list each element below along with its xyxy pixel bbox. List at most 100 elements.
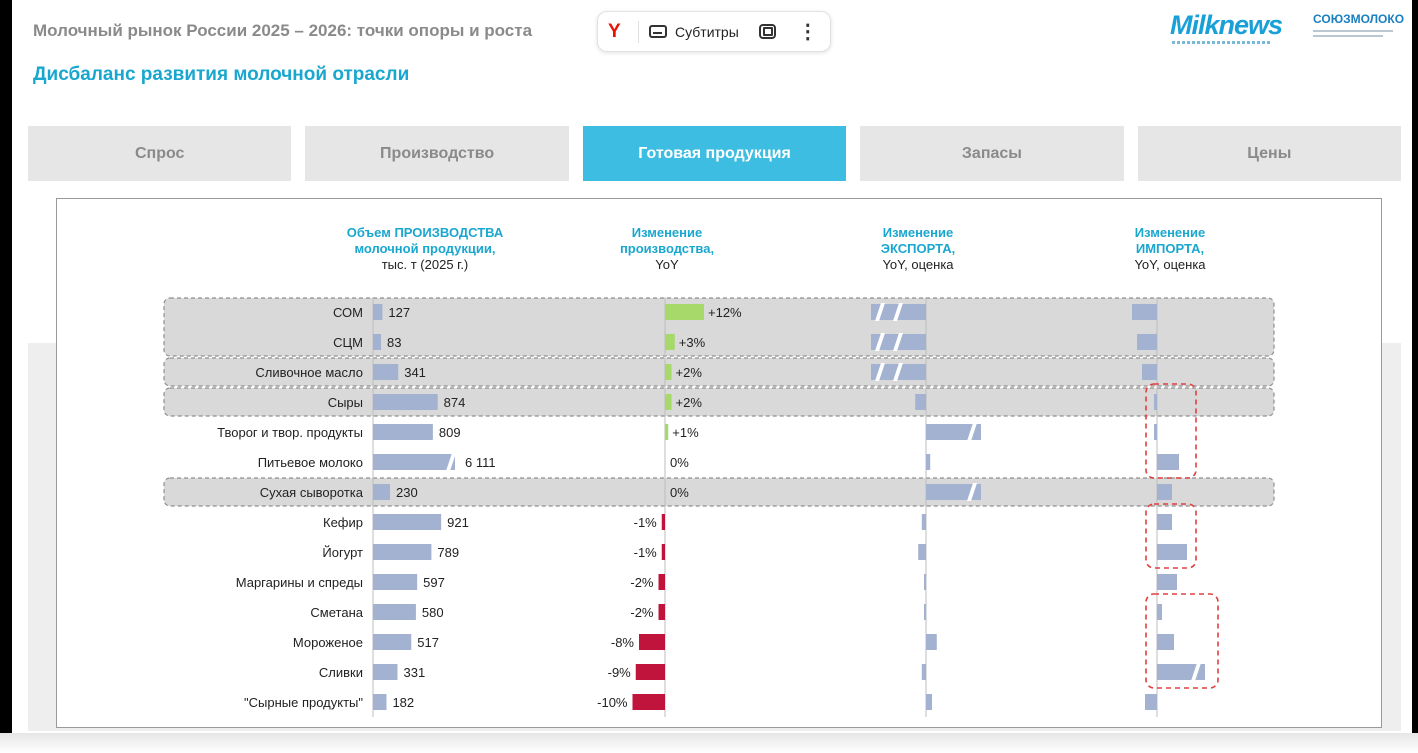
slide-title: Молочный рынок России 2025 – 2026: точки… [33,21,533,40]
production-label-1: +3% [679,335,706,350]
column-subheader-1: YoY [655,257,679,272]
category-label-4: Творог и твор. продукты [217,425,363,440]
highlight-group-3 [163,477,1275,507]
volume-label-4: 809 [439,425,461,440]
import-bar-11 [1157,634,1174,650]
highlight-group-0 [163,297,1275,357]
soyuzmoloko-logo: СОЮЗМОЛОКО [1313,12,1405,26]
volume-label-0: 127 [388,305,410,320]
column-subheader-2: YoY, оценка [882,257,954,272]
export-bar-7 [921,514,926,530]
export-break-6 [967,483,977,501]
column-header-3-line-1: ИМПОРТА, [1136,241,1204,256]
volume-label-2: 341 [404,365,426,380]
volume-label-3: 874 [444,395,466,410]
production-bar-12 [635,664,665,680]
tab-finished-products[interactable]: Готовая продукция [582,126,847,181]
volume-bar-2 [373,364,399,380]
export-bar-5 [926,454,931,470]
category-label-7: Кефир [323,515,363,530]
volume-label-11: 517 [417,635,439,650]
volume-label-13: 182 [392,695,414,710]
production-label-7: -1% [634,515,658,530]
production-bar-7 [661,514,665,530]
picture-in-picture-icon[interactable] [758,24,776,39]
import-bar-7 [1157,514,1172,530]
left-edge [0,0,12,753]
production-label-0: +12% [708,305,742,320]
production-bar-2 [665,364,672,380]
production-bar-10 [658,604,665,620]
category-label-11: Мороженое [293,635,363,650]
import-bar-9 [1157,574,1177,590]
export-break-b-0 [893,303,903,321]
production-label-6: 0% [670,485,689,500]
production-bar-13 [632,694,665,710]
volume-bar-10 [373,604,416,620]
video-player-toolbar: Y Субтитры ⋮ [597,11,831,52]
column-subheader-3: YoY, оценка [1134,257,1206,272]
export-bar-12 [921,664,926,680]
column-header-0-line-1: молочной продукции, [354,241,495,256]
subtitles-button[interactable]: Субтитры [675,23,739,40]
volume-bar-13 [373,694,387,710]
volume-bar-6 [373,484,391,500]
column-header-0-line-0: Объем ПРОИЗВОДСТВА [347,225,504,240]
volume-bar-3 [373,394,438,410]
category-label-1: СЦМ [333,335,363,350]
production-bar-11 [639,634,665,650]
category-label-8: Йогурт [322,545,363,560]
volume-label-8: 789 [437,545,459,560]
production-bar-9 [658,574,665,590]
volume-bar-9 [373,574,418,590]
import-bar-8 [1157,544,1187,560]
yandex-icon[interactable]: Y [608,20,621,42]
production-label-8: -1% [634,545,658,560]
volume-bar-1 [373,334,381,350]
slide-subtitle: Дисбаланс развития молочной отрасли [33,64,410,85]
production-bar-4 [665,424,669,440]
export-break-a-0 [875,303,885,321]
category-label-10: Сметана [310,605,363,620]
export-break-b-2 [893,363,903,381]
import-bar-1 [1137,334,1157,350]
production-label-2: +2% [676,365,703,380]
subtitles-icon[interactable] [649,25,667,38]
tab-demand[interactable]: Спрос [28,126,292,181]
tab-prices[interactable]: Цены [1137,126,1402,181]
tab-bar: Спрос Производство Готовая продукция Зап… [28,126,1402,181]
highlight-group-1 [163,357,1275,387]
volume-label-5: 6 111 [465,455,496,470]
production-label-4: +1% [672,425,699,440]
more-options-icon[interactable]: ⋮ [797,20,818,43]
milknews-logo: Milknews [1170,10,1283,40]
category-label-9: Маргарины и спреды [236,575,363,590]
milknews-logo-tagline [1172,41,1272,44]
tab-stocks[interactable]: Запасы [860,126,1124,181]
category-label-13: "Сырные продукты" [244,695,363,710]
tab-production[interactable]: Производство [305,126,569,181]
production-bar-8 [661,544,665,560]
volume-label-10: 580 [422,605,444,620]
column-header-3-line-0: Изменение [1135,225,1205,240]
export-bar-13 [926,694,932,710]
volume-label-12: 331 [403,665,425,680]
volume-bar-0 [373,304,383,320]
production-bar-0 [665,304,704,320]
import-bar-6 [1157,484,1172,500]
import-bar-5 [1157,454,1179,470]
column-header-2-line-0: Изменение [883,225,953,240]
production-label-3: +2% [676,395,703,410]
column-subheader-0: тыс. т (2025 г.) [382,257,469,272]
toolbar-divider [638,20,639,43]
category-label-2: Сливочное масло [255,365,363,380]
soyuzmoloko-logo-tagline [1313,30,1393,40]
highlight-group-2 [163,387,1275,417]
import-bar-13 [1145,694,1157,710]
volume-bar-11 [373,634,412,650]
category-label-12: Сливки [319,665,363,680]
volume-label-1: 83 [387,335,401,350]
category-label-5: Питьевое молоко [258,455,363,470]
category-label-6: Сухая сыворотка [260,485,364,500]
